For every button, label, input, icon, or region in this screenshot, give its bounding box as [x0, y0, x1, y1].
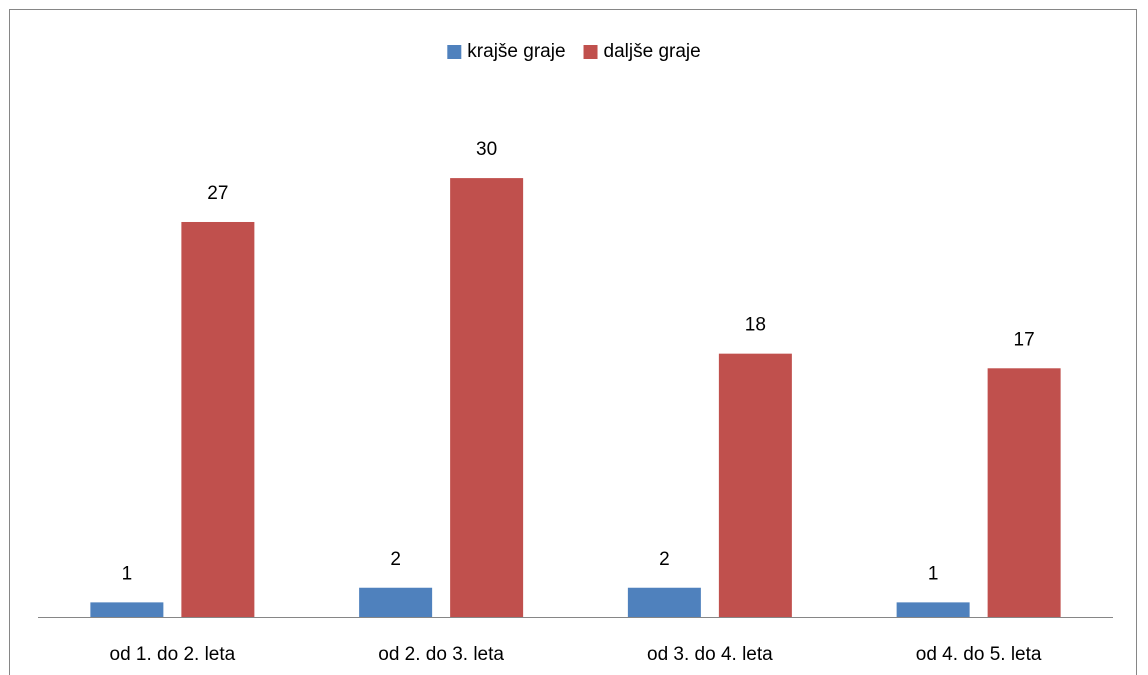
x-tick-label: od 1. do 2. leta	[110, 644, 236, 665]
data-label: 17	[1014, 329, 1035, 350]
bar	[181, 221, 255, 618]
legend-label: daljše graje	[604, 41, 701, 62]
bar	[718, 353, 792, 617]
legend-swatch	[447, 45, 462, 59]
bar	[896, 602, 970, 617]
x-tick-label: od 4. do 5. leta	[916, 644, 1042, 665]
legend: krajše graje daljše graje	[447, 41, 701, 62]
data-label: 2	[390, 549, 401, 570]
bar	[90, 602, 164, 617]
data-label: 1	[122, 563, 133, 584]
bar	[359, 587, 433, 617]
data-label: 30	[476, 139, 497, 160]
x-tick-label: od 2. do 3. leta	[378, 644, 504, 665]
chart-frame	[9, 9, 1137, 675]
data-label: 2	[659, 549, 670, 570]
data-label: 1	[928, 563, 939, 584]
data-label: 27	[207, 183, 228, 204]
x-tick-label: od 3. do 4. leta	[647, 644, 773, 665]
bar	[450, 178, 524, 617]
legend-swatch	[583, 45, 598, 59]
bar	[987, 368, 1061, 617]
bar	[627, 587, 701, 617]
data-label: 18	[745, 315, 766, 336]
legend-label: krajše graje	[467, 41, 565, 62]
